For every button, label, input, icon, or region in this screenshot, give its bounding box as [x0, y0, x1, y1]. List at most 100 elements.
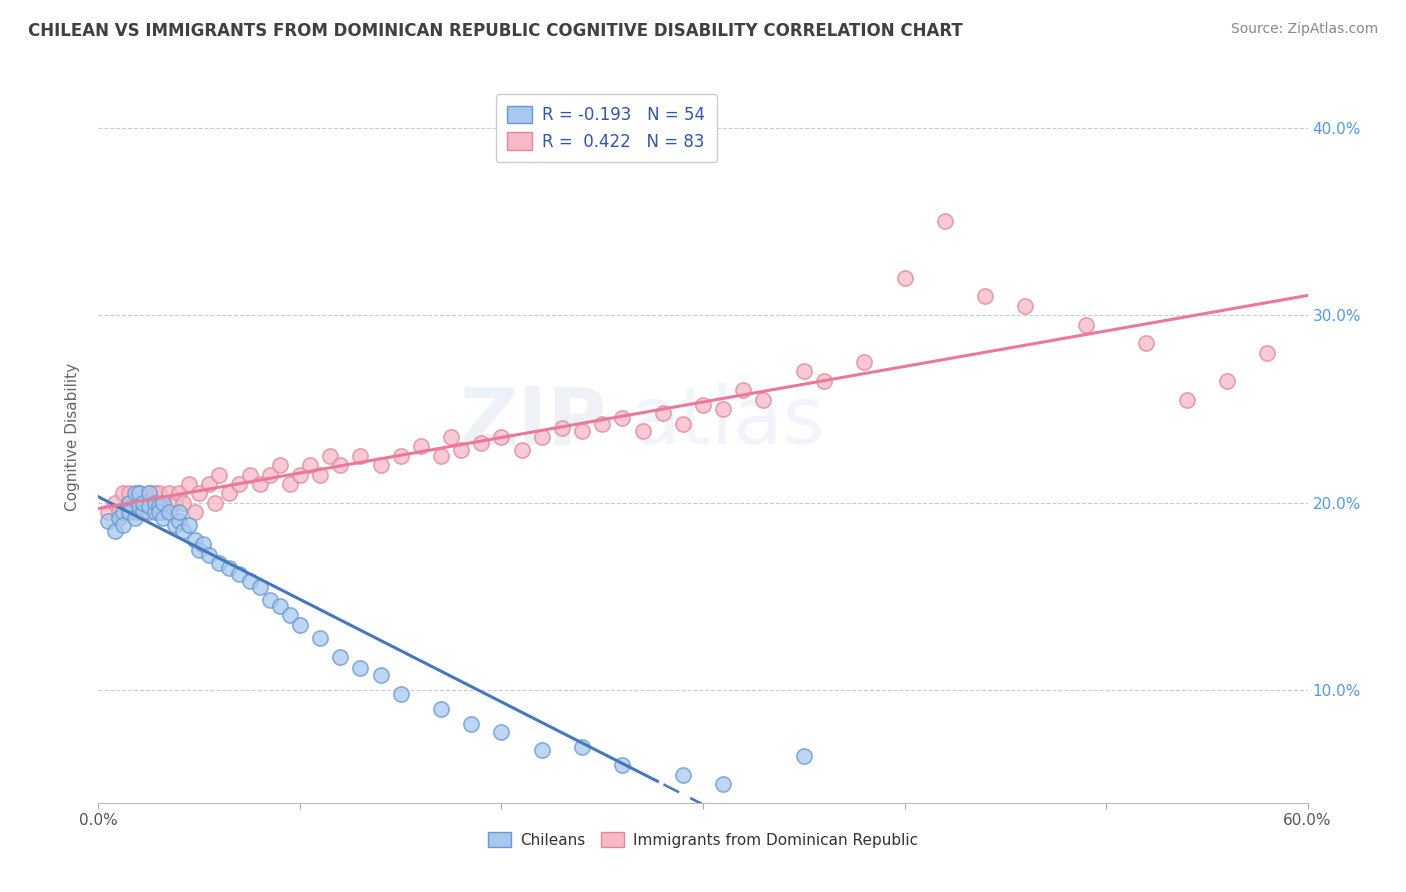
Point: [172, 524, 194, 538]
Point: [172, 496, 194, 510]
Text: ZIP: ZIP: [458, 384, 606, 461]
Point: [198, 548, 221, 562]
Point: [138, 486, 160, 500]
Point: [118, 486, 141, 500]
Point: [167, 486, 190, 500]
Point: [450, 443, 472, 458]
Point: [111, 505, 134, 519]
Point: [1074, 318, 1097, 332]
Point: [249, 580, 271, 594]
Point: [138, 486, 160, 500]
Point: [208, 467, 231, 482]
Point: [193, 537, 215, 551]
Point: [148, 500, 170, 514]
Point: [510, 443, 533, 458]
Point: [430, 702, 453, 716]
Point: [259, 593, 281, 607]
Point: [118, 496, 141, 510]
Point: [208, 556, 231, 570]
Point: [138, 505, 160, 519]
Point: [278, 608, 301, 623]
Point: [1256, 345, 1278, 359]
Point: [370, 668, 392, 682]
Point: [132, 496, 155, 510]
Point: [813, 374, 835, 388]
Point: [612, 758, 634, 772]
Point: [631, 425, 654, 439]
Point: [249, 477, 271, 491]
Point: [124, 505, 146, 519]
Point: [143, 496, 166, 510]
Text: Source: ZipAtlas.com: Source: ZipAtlas.com: [1230, 22, 1378, 37]
Point: [733, 383, 755, 397]
Point: [103, 524, 125, 538]
Point: [97, 515, 120, 529]
Point: [530, 430, 553, 444]
Point: [128, 486, 150, 500]
Point: [111, 486, 134, 500]
Point: [309, 467, 332, 482]
Point: [269, 458, 291, 473]
Point: [118, 496, 141, 510]
Point: [259, 467, 281, 482]
Point: [188, 486, 211, 500]
Point: [288, 617, 311, 632]
Point: [148, 505, 170, 519]
Point: [329, 458, 352, 473]
Point: [571, 425, 593, 439]
Text: atlas: atlas: [630, 384, 825, 461]
Point: [179, 477, 201, 491]
Point: [97, 505, 120, 519]
Point: [651, 406, 673, 420]
Point: [389, 449, 412, 463]
Point: [349, 449, 371, 463]
Point: [143, 505, 166, 519]
Point: [107, 510, 129, 524]
Point: [239, 467, 262, 482]
Point: [551, 420, 574, 434]
Point: [132, 505, 155, 519]
Y-axis label: Cognitive Disability: Cognitive Disability: [65, 363, 80, 511]
Text: CHILEAN VS IMMIGRANTS FROM DOMINICAN REPUBLIC COGNITIVE DISABILITY CORRELATION C: CHILEAN VS IMMIGRANTS FROM DOMINICAN REP…: [28, 22, 963, 40]
Point: [692, 398, 714, 412]
Point: [974, 289, 997, 303]
Point: [128, 500, 150, 514]
Point: [218, 561, 240, 575]
Point: [179, 518, 201, 533]
Point: [299, 458, 322, 473]
Point: [228, 566, 250, 581]
Point: [184, 505, 207, 519]
Point: [853, 355, 876, 369]
Point: [349, 661, 371, 675]
Point: [711, 401, 734, 416]
Point: [163, 518, 186, 533]
Point: [711, 777, 734, 791]
Point: [591, 417, 613, 431]
Point: [672, 417, 695, 431]
Point: [107, 505, 129, 519]
Point: [440, 430, 463, 444]
Point: [269, 599, 291, 613]
Point: [934, 214, 956, 228]
Point: [228, 477, 250, 491]
Point: [167, 505, 190, 519]
Point: [152, 496, 174, 510]
Legend: Chileans, Immigrants from Dominican Republic: Chileans, Immigrants from Dominican Repu…: [482, 825, 924, 854]
Point: [167, 515, 190, 529]
Point: [370, 458, 392, 473]
Point: [1014, 299, 1036, 313]
Point: [460, 717, 482, 731]
Point: [389, 687, 412, 701]
Point: [148, 486, 170, 500]
Point: [793, 748, 815, 763]
Point: [672, 767, 695, 781]
Point: [188, 542, 211, 557]
Point: [1216, 374, 1239, 388]
Point: [132, 496, 155, 510]
Point: [157, 505, 180, 519]
Point: [184, 533, 207, 548]
Point: [309, 631, 332, 645]
Point: [1135, 336, 1157, 351]
Point: [288, 467, 311, 482]
Point: [138, 500, 160, 514]
